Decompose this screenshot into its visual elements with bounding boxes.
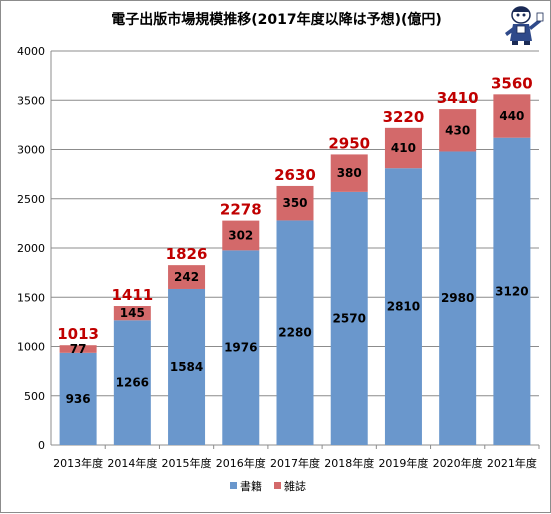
bar-magazines	[276, 185, 314, 221]
label-total: 2630	[274, 166, 316, 184]
bar-magazines	[222, 220, 260, 251]
label-total: 2950	[328, 134, 370, 152]
y-tick-label: 500	[24, 390, 45, 403]
label-books: 1584	[170, 360, 203, 374]
label-books: 3120	[495, 284, 528, 298]
bar-books	[276, 220, 314, 445]
x-category-label: 2016年度	[216, 456, 266, 470]
label-books: 936	[66, 392, 91, 406]
bar-books	[222, 250, 260, 445]
legend-label: 書籍	[240, 479, 262, 493]
bar-magazines	[59, 345, 97, 353]
chart-title: 電子出版市場規模推移(2017年度以降は予想)(億円)	[111, 12, 442, 28]
x-category-label: 2015年度	[162, 456, 212, 470]
y-tick-label: 3500	[17, 94, 45, 107]
label-total: 3220	[383, 108, 425, 126]
label-total: 3410	[437, 89, 479, 107]
legend-swatch	[230, 482, 237, 489]
bar-books	[493, 137, 531, 445]
label-total: 1826	[166, 245, 208, 263]
bar-magazines	[330, 154, 368, 192]
label-magazines: 430	[445, 123, 470, 137]
bar-books	[439, 151, 477, 445]
label-books: 2810	[387, 300, 420, 314]
bar-magazines	[384, 127, 422, 169]
x-category-label: 2013年度	[53, 456, 103, 470]
bar-books	[330, 191, 368, 445]
y-tick-label: 3000	[17, 144, 45, 157]
bar-magazines	[439, 109, 477, 152]
label-total: 1013	[57, 325, 99, 343]
x-category-label: 2017年度	[270, 456, 320, 470]
label-books: 2980	[441, 291, 474, 305]
bar-magazines	[168, 265, 206, 289]
x-category-label: 2019年度	[378, 456, 428, 470]
bar-books	[113, 320, 151, 445]
bar-magazines	[113, 306, 151, 321]
label-magazines: 242	[174, 270, 199, 284]
bar-books	[384, 168, 422, 445]
legend-swatch	[274, 482, 281, 489]
x-category-label: 2018年度	[324, 456, 374, 470]
bar-books	[168, 288, 206, 445]
y-tick-label: 2000	[17, 242, 45, 255]
x-category-label: 2014年度	[107, 456, 157, 470]
y-tick-label: 1500	[17, 291, 45, 304]
y-tick-label: 4000	[17, 45, 45, 58]
label-magazines: 145	[120, 306, 145, 320]
label-magazines: 302	[228, 228, 253, 242]
label-total: 3560	[491, 74, 533, 92]
label-magazines: 350	[282, 196, 307, 210]
mascot-illustration	[505, 6, 544, 45]
legend-label: 雑誌	[284, 479, 306, 493]
label-books: 2280	[278, 326, 311, 340]
bar-magazines	[493, 94, 531, 138]
label-total: 2278	[220, 201, 262, 219]
y-tick-label: 2500	[17, 193, 45, 206]
x-category-label: 2021年度	[487, 456, 537, 470]
label-books: 2570	[333, 311, 366, 325]
bar-books	[59, 352, 97, 445]
label-magazines: 77	[70, 342, 87, 356]
label-books: 1976	[224, 341, 257, 355]
label-magazines: 440	[499, 109, 524, 123]
x-category-label: 2020年度	[433, 456, 483, 470]
label-books: 1266	[116, 376, 149, 390]
y-tick-label: 0	[38, 439, 45, 452]
label-magazines: 410	[391, 141, 416, 155]
label-magazines: 380	[337, 166, 362, 180]
label-total: 1411	[111, 286, 153, 304]
y-tick-label: 1000	[17, 341, 45, 354]
